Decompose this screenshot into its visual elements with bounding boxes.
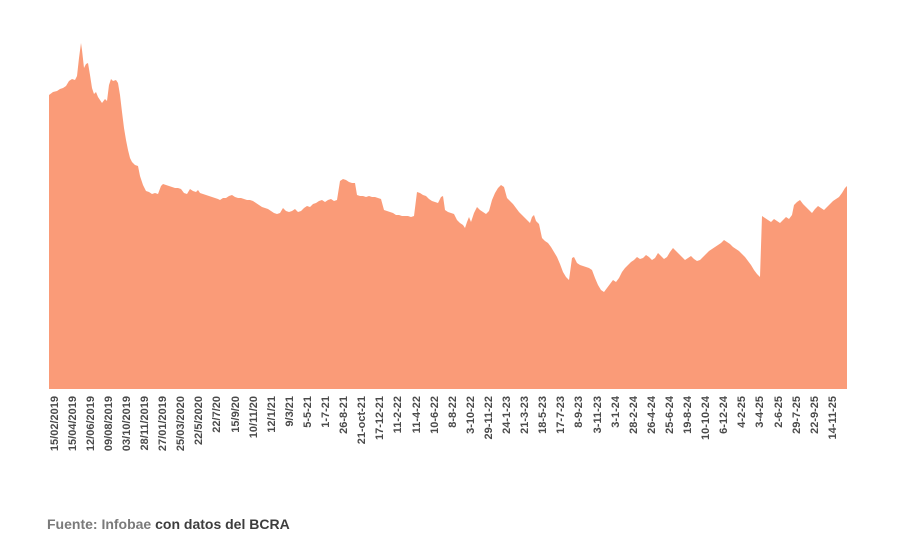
x-tick-label: 5-5-21 [301, 396, 314, 428]
x-tick-label: 12/06/2019 [84, 396, 97, 452]
x-tick-label: 21-3-23 [519, 396, 532, 434]
x-tick-label: 6-12-24 [718, 396, 731, 434]
x-tick-label: 1-7-21 [320, 396, 332, 428]
x-tick-label: 26-8-21 [338, 396, 351, 434]
x-tick-label: 29-11-22 [482, 396, 495, 440]
x-tick-label: 26-4-24 [645, 396, 658, 434]
x-tick-label: 9/3/21 [283, 396, 296, 427]
x-tick-label: 3-11-23 [591, 396, 604, 434]
x-tick-label: 8-9-23 [573, 396, 586, 428]
x-tick-label: 28-2-24 [627, 396, 640, 434]
x-tick-label: 18-5-23 [537, 396, 550, 434]
x-tick-label: 15/04/2019 [66, 396, 79, 452]
x-tick-label: 2-6-25 [772, 396, 785, 428]
x-tick-label: 8-8-22 [446, 396, 459, 428]
source-prefix: Fuente: Infobae [47, 516, 152, 532]
x-tick-label: 22-9-25 [808, 396, 821, 434]
x-tick-label: 12/1/21 [265, 396, 278, 433]
x-tick-label: 10/11/20 [247, 396, 260, 439]
x-tick-label: 28/11/2019 [139, 396, 151, 451]
x-tick-label: 22/5/2020 [193, 396, 206, 445]
x-tick-label: 25/03/2020 [175, 396, 188, 452]
x-tick-label: 09/08/2019 [102, 396, 115, 452]
x-tick-label: 22/7/20 [211, 396, 224, 433]
x-tick-label: 10-10-24 [700, 396, 713, 441]
x-tick-label: 11-2-22 [392, 396, 405, 434]
x-tick-label: 17-12-21 [374, 396, 387, 441]
x-tick-label: 14-11-25 [826, 396, 839, 440]
source-note: Fuente: Infobae con datos del BCRA [47, 516, 290, 532]
x-tick-label: 19-8-24 [682, 396, 694, 434]
x-tick-label: 3-10-22 [464, 396, 477, 434]
x-tick-label: 17-7-23 [555, 396, 568, 434]
x-tick-label: 25-6-24 [663, 396, 676, 434]
x-tick-label: 03/10/2019 [120, 396, 133, 452]
x-tick-label: 3-1-24 [609, 396, 622, 428]
x-tick-label: 15/02/2019 [48, 396, 61, 452]
area-fill [49, 43, 847, 389]
x-tick-label: 27/01/2019 [157, 396, 170, 452]
x-tick-label: 24-1-23 [501, 396, 513, 434]
x-tick-label: 21-oct-21 [356, 396, 369, 445]
x-tick-label: 29-7-25 [790, 396, 803, 434]
x-tick-label: 4-2-25 [736, 396, 749, 428]
source-text: con datos del BCRA [151, 516, 290, 532]
x-tick-label: 15/9/20 [229, 396, 242, 433]
x-tick-label: 3-4-25 [754, 396, 767, 428]
x-tick-label: 10-6-22 [428, 396, 441, 434]
x-tick-label: 11-4-22 [410, 396, 423, 434]
